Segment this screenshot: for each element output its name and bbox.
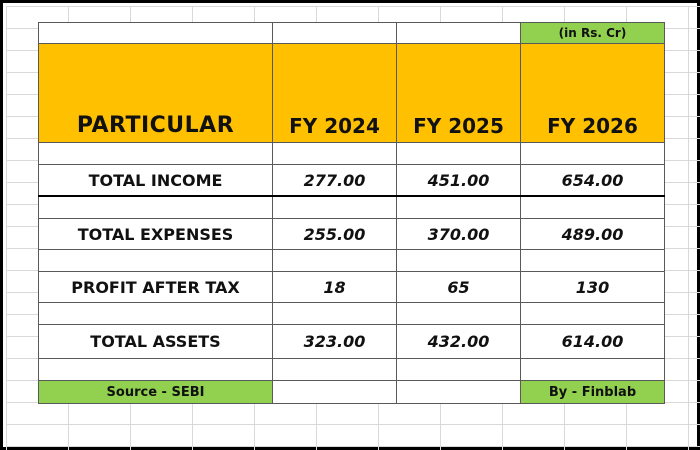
credit-note[interactable]: By - Finblab bbox=[520, 380, 665, 404]
cell[interactable] bbox=[520, 358, 665, 381]
row-label[interactable]: PROFIT AFTER TAX bbox=[38, 271, 273, 303]
cell[interactable] bbox=[396, 22, 521, 44]
table-row: TOTAL EXPENSES 255.00 370.00 489.00 bbox=[38, 218, 665, 250]
header-year[interactable]: FY 2024 bbox=[272, 43, 397, 143]
unit-note[interactable]: (in Rs. Cr) bbox=[520, 22, 665, 44]
row-value[interactable]: 65 bbox=[396, 271, 521, 303]
cell[interactable] bbox=[396, 380, 521, 404]
cell[interactable] bbox=[396, 195, 521, 219]
row-label[interactable]: TOTAL INCOME bbox=[38, 164, 273, 197]
row-value[interactable]: 489.00 bbox=[520, 218, 665, 250]
footer-row: Source - SEBI By - Finblab bbox=[38, 380, 665, 404]
table-row: PROFIT AFTER TAX 18 65 130 bbox=[38, 271, 665, 303]
cell[interactable] bbox=[396, 358, 521, 381]
spacer-row bbox=[38, 142, 665, 165]
header-year[interactable]: FY 2025 bbox=[396, 43, 521, 143]
cell[interactable] bbox=[272, 195, 397, 219]
row-value[interactable]: 255.00 bbox=[272, 218, 397, 250]
cell[interactable] bbox=[396, 142, 521, 165]
cell[interactable] bbox=[272, 22, 397, 44]
spacer-row bbox=[38, 249, 665, 272]
row-value[interactable]: 18 bbox=[272, 271, 397, 303]
table-row: TOTAL ASSETS 323.00 432.00 614.00 bbox=[38, 324, 665, 359]
row-value[interactable]: 277.00 bbox=[272, 164, 397, 197]
row-value[interactable]: 432.00 bbox=[396, 324, 521, 359]
spacer-row bbox=[38, 358, 665, 381]
row-value[interactable]: 451.00 bbox=[396, 164, 521, 197]
spacer-row bbox=[38, 302, 665, 325]
source-note[interactable]: Source - SEBI bbox=[38, 380, 273, 404]
header-particular[interactable]: PARTICULAR bbox=[38, 43, 273, 143]
cell[interactable] bbox=[38, 358, 273, 381]
cell[interactable] bbox=[520, 195, 665, 219]
unit-row: (in Rs. Cr) bbox=[38, 22, 665, 44]
cell[interactable] bbox=[520, 249, 665, 272]
cell[interactable] bbox=[272, 358, 397, 381]
row-value[interactable]: 130 bbox=[520, 271, 665, 303]
row-label[interactable]: TOTAL ASSETS bbox=[38, 324, 273, 359]
financial-table: (in Rs. Cr) PARTICULAR FY 2024 FY 2025 F… bbox=[38, 22, 665, 404]
row-value[interactable]: 323.00 bbox=[272, 324, 397, 359]
cell[interactable] bbox=[272, 142, 397, 165]
header-row: PARTICULAR FY 2024 FY 2025 FY 2026 bbox=[38, 43, 665, 143]
table-row: TOTAL INCOME 277.00 451.00 654.00 bbox=[38, 164, 665, 197]
cell[interactable] bbox=[272, 302, 397, 325]
spacer-row bbox=[38, 195, 665, 219]
cell[interactable] bbox=[38, 302, 273, 325]
cell[interactable] bbox=[38, 142, 273, 165]
cell[interactable] bbox=[38, 22, 273, 44]
cell[interactable] bbox=[520, 302, 665, 325]
cell[interactable] bbox=[396, 249, 521, 272]
row-value[interactable]: 614.00 bbox=[520, 324, 665, 359]
cell[interactable] bbox=[396, 302, 521, 325]
cell[interactable] bbox=[38, 249, 273, 272]
cell[interactable] bbox=[38, 195, 273, 219]
row-value[interactable]: 654.00 bbox=[520, 164, 665, 197]
cell[interactable] bbox=[520, 142, 665, 165]
header-year[interactable]: FY 2026 bbox=[520, 43, 665, 143]
row-value[interactable]: 370.00 bbox=[396, 218, 521, 250]
cell[interactable] bbox=[272, 380, 397, 404]
cell[interactable] bbox=[272, 249, 397, 272]
row-label[interactable]: TOTAL EXPENSES bbox=[38, 218, 273, 250]
